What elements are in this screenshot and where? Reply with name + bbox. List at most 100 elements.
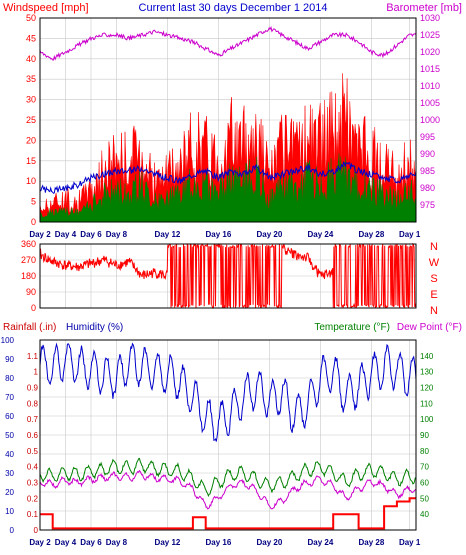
rainfall-tick-label-9: 0.9 xyxy=(27,384,39,393)
wind-x-tick-label-4: Day 12 xyxy=(155,230,181,239)
wind-right-tick-label-6: 1005 xyxy=(420,98,440,108)
series-wind-direction xyxy=(39,242,417,310)
wind-left-tick-label-0: 0 xyxy=(31,217,36,227)
series-temperature xyxy=(39,457,417,498)
rainfall-tick-label-7: 0.7 xyxy=(27,415,39,424)
rainfall-tick-label-3: 0.3 xyxy=(27,479,39,488)
series-barometer-line-lower xyxy=(39,161,417,194)
temperature-tick-label-7: 110 xyxy=(420,399,433,408)
wind-right-tick-label-9: 1020 xyxy=(420,47,440,57)
humidity-x-tick-label-2: Day 6 xyxy=(80,538,102,547)
humidity-tick-label-2: 20 xyxy=(5,488,14,497)
humidity-tick-label-3: 30 xyxy=(5,469,14,478)
direction-left-tick-label-0: 0 xyxy=(31,303,36,313)
wind-right-tick-label-3: 990 xyxy=(420,149,435,159)
series-barometer-line xyxy=(39,25,417,61)
wind-x-tick-label-6: Day 20 xyxy=(257,230,283,239)
wind-right-tick-label-5: 1000 xyxy=(420,115,440,125)
temperature-tick-label-6: 100 xyxy=(420,415,434,424)
rainfall-tick-label-6: 0.6 xyxy=(27,431,39,440)
rainfall-tick-label-11: 1.1 xyxy=(27,352,39,361)
temperature-tick-label-9: 130 xyxy=(420,368,434,377)
wind-x-tick-label-0: Day 2 xyxy=(29,230,51,239)
wind-left-tick-label-10: 50 xyxy=(26,13,36,23)
direction-left-tick-label-2: 180 xyxy=(21,271,36,281)
humidity-tick-label-1: 10 xyxy=(5,507,14,516)
temperature-tick-label-10: 140 xyxy=(420,352,434,361)
temperature-tick-label-0: 40 xyxy=(420,510,429,519)
humidity-x-tick-label-5: Day 16 xyxy=(206,538,232,547)
direction-compass-label-3: E xyxy=(430,289,437,301)
wind-panel: 0510152025303540455097598098599099510001… xyxy=(26,13,440,239)
series-dew-point xyxy=(39,469,417,510)
direction-compass-label-0: N xyxy=(430,241,438,253)
wind-left-tick-label-2: 10 xyxy=(26,176,36,186)
wind-right-tick-label-7: 1010 xyxy=(420,81,440,91)
direction-left-tick-label-1: 90 xyxy=(26,287,36,297)
temperature-tick-label-3: 70 xyxy=(420,463,429,472)
wind-x-tick-label-9: Day 1 xyxy=(399,230,421,239)
header-right-label: Barometer [mb] xyxy=(386,2,462,14)
wind-frame xyxy=(39,17,417,223)
humidity-tick-label-9: 90 xyxy=(5,355,14,364)
series-average-area xyxy=(39,153,417,223)
series-rainfall xyxy=(40,497,416,530)
wind-left-tick-label-5: 25 xyxy=(26,115,36,125)
wind-right-tick-label-10: 1025 xyxy=(420,30,440,40)
wind-right-tick-label-1: 980 xyxy=(420,183,435,193)
humidity-tick-label-10: 100 xyxy=(1,336,15,345)
direction-left-tick-label-4: 360 xyxy=(21,239,36,249)
direction-frame xyxy=(39,243,417,309)
wind-left-tick-label-9: 45 xyxy=(26,33,36,43)
wind-x-tick-label-1: Day 4 xyxy=(55,230,77,239)
direction-compass-label-2: S xyxy=(430,273,437,285)
rainfall-tick-label-5: 0.5 xyxy=(27,447,39,456)
humidity-x-tick-label-4: Day 12 xyxy=(155,538,181,547)
rainfall-tick-label-8: 0.8 xyxy=(27,399,39,408)
temperature-tick-label-5: 90 xyxy=(420,431,429,440)
rainfall-tick-label-0: 0 xyxy=(34,526,39,535)
humidity-tick-label-8: 80 xyxy=(5,374,14,383)
wind-x-tick-label-3: Day 8 xyxy=(106,230,128,239)
temperature-tick-label-1: 50 xyxy=(420,494,429,503)
wind-right-tick-label-11: 1030 xyxy=(420,13,440,23)
humidity-temperature-panel: Rainfall (.in) Humidity (%) Temperature (°… xyxy=(1,322,462,547)
humidity-x-tick-label-0: Day 2 xyxy=(29,538,51,547)
humidity-tick-label-5: 50 xyxy=(5,431,14,440)
rainfall-tick-label-10: 1 xyxy=(34,368,39,377)
wind-x-tick-label-7: Day 24 xyxy=(308,230,334,239)
direction-compass-label-1: W xyxy=(429,257,440,269)
wind-left-tick-label-6: 30 xyxy=(26,95,36,105)
wind-x-tick-label-8: Day 28 xyxy=(358,230,384,239)
dewpoint-axis-label: Dew Point (°F) xyxy=(397,322,462,333)
humidity-tick-label-0: 0 xyxy=(10,526,15,535)
wind-right-tick-label-4: 995 xyxy=(420,132,435,142)
humidity-tick-label-7: 70 xyxy=(5,393,14,402)
humidity-frame xyxy=(39,339,417,531)
temperature-tick-label-4: 80 xyxy=(420,447,429,456)
wind-right-tick-label-0: 975 xyxy=(420,200,435,210)
direction-left-tick-label-3: 270 xyxy=(21,255,36,265)
rainfall-tick-label-1: 0.1 xyxy=(27,510,39,519)
humidity-tick-label-6: 60 xyxy=(5,412,14,421)
humidity-x-tick-label-9: Day 1 xyxy=(399,538,421,547)
direction-compass-label-4: N xyxy=(430,305,438,317)
wind-x-tick-label-2: Day 6 xyxy=(80,230,102,239)
rainfall-axis-label: Rainfall (.in) xyxy=(3,322,56,333)
header-title: Current last 30 days December 1 2014 xyxy=(139,2,328,14)
wind-left-tick-label-3: 15 xyxy=(26,156,36,166)
header-left-label: Windspeed [mph] xyxy=(3,2,89,14)
humidity-x-tick-label-1: Day 4 xyxy=(55,538,77,547)
humidity-tick-label-4: 40 xyxy=(5,450,14,459)
wind-x-tick-label-5: Day 16 xyxy=(206,230,232,239)
temperature-tick-label-2: 60 xyxy=(420,479,429,488)
wind-left-tick-label-7: 35 xyxy=(26,74,36,84)
rainfall-tick-label-4: 0.4 xyxy=(27,463,39,472)
rainfall-tick-label-2: 0.2 xyxy=(27,494,39,503)
humidity-x-tick-label-8: Day 28 xyxy=(358,538,384,547)
temperature-axis-label: Temperature (°F) xyxy=(314,322,390,333)
wind-right-tick-label-8: 1015 xyxy=(420,64,440,74)
humidity-x-tick-label-3: Day 8 xyxy=(106,538,128,547)
humidity-x-tick-label-7: Day 24 xyxy=(308,538,334,547)
